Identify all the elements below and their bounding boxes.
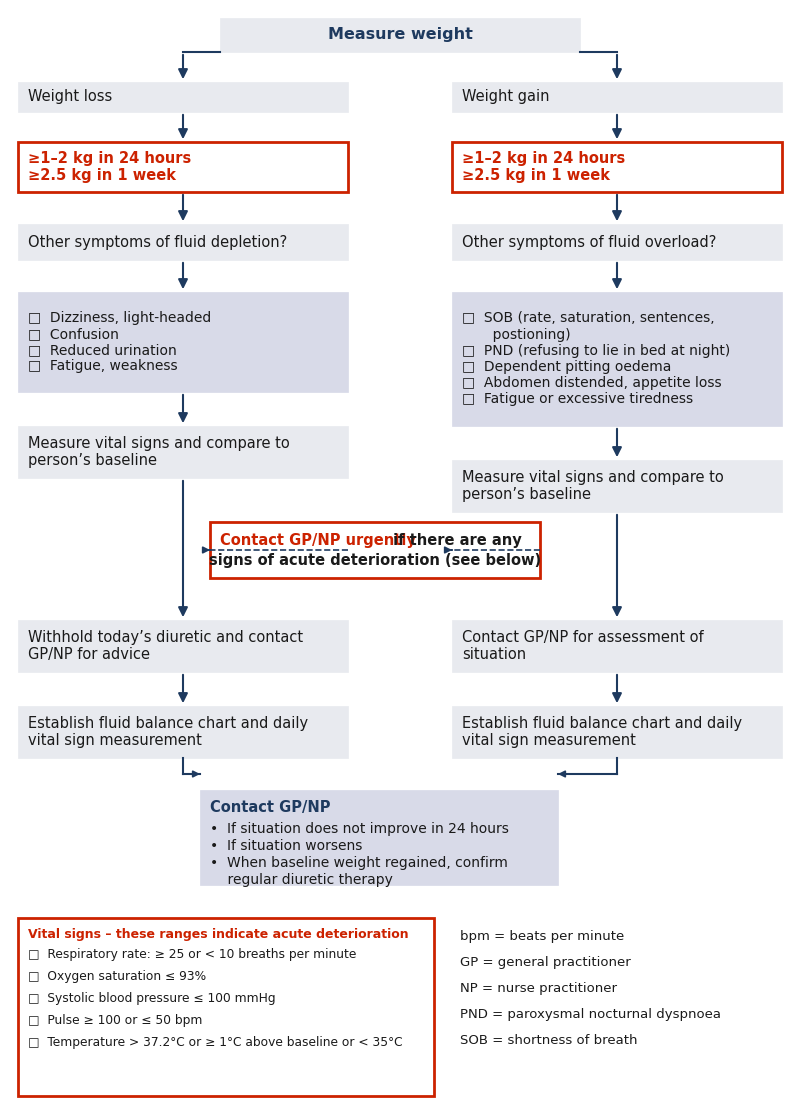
Bar	[220, 18, 580, 52]
Bar	[452, 706, 782, 758]
Text: Withhold today’s diuretic and contact
GP/NP for advice: Withhold today’s diuretic and contact GP…	[28, 630, 303, 662]
Bar	[452, 225, 782, 260]
Bar	[18, 225, 348, 260]
Text: •  When baseline weight regained, confirm: • When baseline weight regained, confirm	[210, 856, 508, 870]
Text: □  Dizziness, light-headed
□  Confusion
□  Reduced urination
□  Fatigue, weaknes: □ Dizziness, light-headed □ Confusion □ …	[28, 311, 211, 373]
Bar	[452, 142, 782, 192]
Bar	[18, 426, 348, 478]
Text: Establish fluid balance chart and daily
vital sign measurement: Establish fluid balance chart and daily …	[28, 716, 308, 748]
Text: ≥1–2 kg in 24 hours
≥2.5 kg in 1 week: ≥1–2 kg in 24 hours ≥2.5 kg in 1 week	[28, 151, 191, 183]
Text: Contact GP/NP for assessment of
situation: Contact GP/NP for assessment of situatio…	[462, 630, 704, 662]
Text: •  If situation does not improve in 24 hours: • If situation does not improve in 24 ho…	[210, 822, 509, 836]
Text: ≥1–2 kg in 24 hours
≥2.5 kg in 1 week: ≥1–2 kg in 24 hours ≥2.5 kg in 1 week	[462, 151, 626, 183]
Text: GP = general practitioner: GP = general practitioner	[460, 956, 630, 970]
Text: Measure vital signs and compare to
person’s baseline: Measure vital signs and compare to perso…	[28, 436, 290, 468]
Text: PND = paroxysmal nocturnal dyspnoea: PND = paroxysmal nocturnal dyspnoea	[460, 1008, 721, 1021]
Text: Other symptoms of fluid overload?: Other symptoms of fluid overload?	[462, 235, 716, 249]
Text: if there are any: if there are any	[388, 533, 522, 547]
Text: Establish fluid balance chart and daily
vital sign measurement: Establish fluid balance chart and daily …	[462, 716, 742, 748]
Bar	[452, 82, 782, 112]
Text: Vital signs – these ranges indicate acute deterioration: Vital signs – these ranges indicate acut…	[28, 928, 409, 941]
Text: Other symptoms of fluid depletion?: Other symptoms of fluid depletion?	[28, 235, 287, 249]
Text: Contact GP/NP: Contact GP/NP	[210, 800, 330, 815]
Bar	[452, 460, 782, 512]
Text: □  Oxygen saturation ≤ 93%: □ Oxygen saturation ≤ 93%	[28, 970, 206, 983]
Text: SOB = shortness of breath: SOB = shortness of breath	[460, 1034, 638, 1047]
Text: bpm = beats per minute: bpm = beats per minute	[460, 930, 624, 943]
Text: Measure weight: Measure weight	[327, 28, 473, 42]
Text: •  If situation worsens: • If situation worsens	[210, 839, 362, 853]
Text: NP = nurse practitioner: NP = nurse practitioner	[460, 982, 617, 995]
Bar	[210, 522, 540, 577]
Bar	[200, 790, 558, 885]
Text: Measure vital signs and compare to
person’s baseline: Measure vital signs and compare to perso…	[462, 470, 724, 503]
Bar	[18, 918, 434, 1096]
Text: □  Pulse ≥ 100 or ≤ 50 bpm: □ Pulse ≥ 100 or ≤ 50 bpm	[28, 1014, 202, 1027]
Text: □  SOB (rate, saturation, sentences,
       postioning)
□  PND (refusing to lie : □ SOB (rate, saturation, sentences, post…	[462, 312, 730, 407]
Text: Contact GP/NP urgently: Contact GP/NP urgently	[220, 533, 416, 547]
Bar	[452, 620, 782, 672]
Bar	[18, 620, 348, 672]
Text: □  Temperature > 37.2°C or ≥ 1°C above baseline or < 35°C: □ Temperature > 37.2°C or ≥ 1°C above ba…	[28, 1035, 402, 1049]
Text: Weight gain: Weight gain	[462, 89, 550, 105]
Bar	[18, 292, 348, 392]
Bar	[18, 82, 348, 112]
Text: Weight loss: Weight loss	[28, 89, 112, 105]
Text: □  Respiratory rate: ≥ 25 or < 10 breaths per minute: □ Respiratory rate: ≥ 25 or < 10 breaths…	[28, 948, 356, 961]
Text: signs of acute deterioration (see below): signs of acute deterioration (see below)	[209, 553, 541, 567]
Text: □  Systolic blood pressure ≤ 100 mmHg: □ Systolic blood pressure ≤ 100 mmHg	[28, 992, 276, 1005]
Text: regular diuretic therapy: regular diuretic therapy	[210, 873, 393, 887]
Bar	[18, 142, 348, 192]
Bar	[18, 706, 348, 758]
Bar	[452, 292, 782, 426]
